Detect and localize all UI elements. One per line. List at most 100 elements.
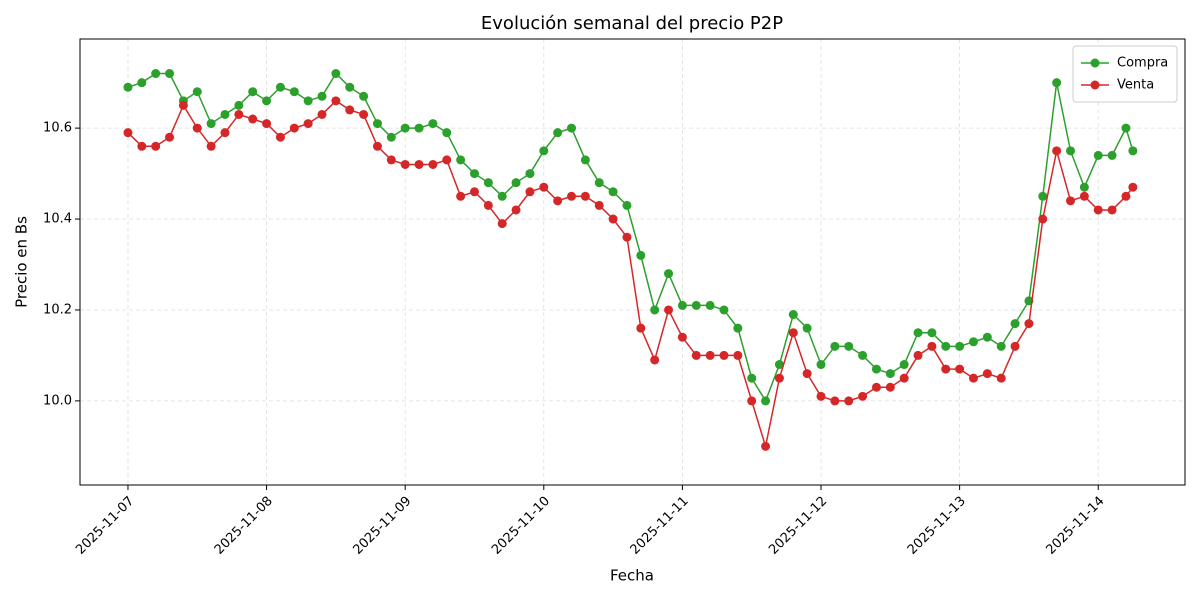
point — [719, 350, 729, 360]
point — [386, 155, 396, 165]
point — [899, 360, 909, 370]
x-tick-label: 2025-11-10 — [489, 494, 553, 558]
point — [372, 119, 382, 129]
point — [802, 323, 812, 333]
point — [955, 341, 965, 351]
point — [275, 82, 285, 92]
point — [594, 200, 604, 210]
point — [636, 250, 646, 260]
x-axis-label: Fecha — [610, 567, 654, 585]
point — [165, 69, 175, 79]
point — [913, 350, 923, 360]
point — [553, 128, 563, 138]
point — [137, 78, 147, 88]
point — [456, 155, 466, 165]
point — [483, 178, 493, 188]
point — [968, 337, 978, 347]
y-tick-label: 10.2 — [43, 302, 72, 317]
point — [608, 214, 618, 224]
point — [580, 155, 590, 165]
point — [248, 87, 258, 97]
point — [830, 341, 840, 351]
point — [705, 300, 715, 310]
point — [400, 123, 410, 133]
point — [206, 141, 216, 151]
point — [262, 96, 272, 106]
point — [1024, 319, 1034, 329]
point — [359, 91, 369, 101]
point — [774, 360, 784, 370]
point — [456, 191, 466, 201]
point — [220, 128, 230, 138]
point — [927, 328, 937, 338]
point — [622, 200, 632, 210]
point — [871, 382, 881, 392]
x-tick-label: 2025-11-12 — [766, 494, 830, 558]
point — [303, 96, 313, 106]
x-tick-label: 2025-11-09 — [350, 494, 414, 558]
point — [234, 109, 244, 119]
point — [677, 300, 687, 310]
point — [1107, 205, 1117, 215]
point — [996, 373, 1006, 383]
point — [567, 191, 577, 201]
point — [539, 146, 549, 156]
x-tick-label: 2025-11-14 — [1043, 494, 1107, 558]
point — [802, 369, 812, 379]
point — [664, 305, 674, 315]
point — [955, 364, 965, 374]
point — [289, 123, 299, 133]
legend-label: Venta — [1117, 78, 1154, 93]
point — [178, 100, 188, 110]
point — [705, 350, 715, 360]
point — [192, 123, 202, 133]
point — [317, 91, 327, 101]
point — [844, 341, 854, 351]
point — [414, 123, 424, 133]
point — [788, 310, 798, 320]
point — [442, 155, 452, 165]
point — [996, 341, 1006, 351]
point — [414, 159, 424, 169]
point — [871, 364, 881, 374]
point — [303, 119, 313, 129]
y-tick-label: 10.0 — [43, 393, 72, 408]
point — [151, 141, 161, 151]
point — [1079, 191, 1089, 201]
point — [525, 169, 535, 179]
point — [497, 191, 507, 201]
point — [345, 105, 355, 115]
point — [1093, 150, 1103, 160]
x-tick-label: 2025-11-07 — [73, 494, 137, 558]
point — [1128, 146, 1138, 156]
point — [733, 350, 743, 360]
point — [234, 100, 244, 110]
legend-box — [1072, 45, 1178, 103]
point — [428, 159, 438, 169]
point — [567, 123, 577, 133]
point — [1121, 191, 1131, 201]
point — [816, 391, 826, 401]
point — [761, 441, 771, 451]
point — [165, 132, 175, 142]
point — [262, 119, 272, 129]
point — [220, 109, 230, 119]
point — [927, 341, 937, 351]
point — [483, 200, 493, 210]
point — [982, 369, 992, 379]
chart-title: Evolución semanal del precio P2P — [481, 13, 783, 34]
y-tick-label: 10.4 — [43, 212, 72, 227]
point — [275, 132, 285, 142]
point — [899, 373, 909, 383]
point — [317, 109, 327, 119]
point — [1093, 205, 1103, 215]
point — [816, 360, 826, 370]
point — [664, 269, 674, 279]
legend-label: Compra — [1117, 56, 1168, 71]
point — [636, 323, 646, 333]
point — [1010, 319, 1020, 329]
point — [511, 178, 521, 188]
point — [608, 187, 618, 197]
point — [747, 396, 757, 406]
